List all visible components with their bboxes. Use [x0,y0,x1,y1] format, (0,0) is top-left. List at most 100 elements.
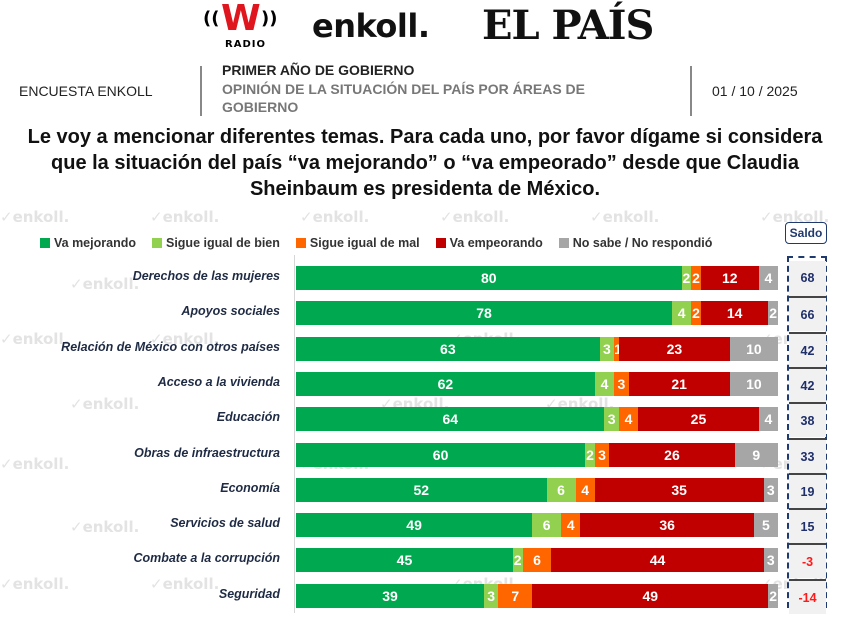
saldo-value: 66 [789,296,826,332]
bar-segment: 2 [768,583,778,608]
watermark: ✓enkoll. [70,275,140,293]
bar-segment: 4 [561,513,581,538]
bar-segment: 4 [671,301,692,326]
bar-segment: 10 [729,371,778,396]
watermark: ✓enkoll. [150,330,220,348]
saldo-value: 42 [789,366,826,402]
legend-item: No sabe / No respondió [558,236,713,250]
watermark: ✓enkoll. [440,208,510,226]
watermark: ✓enkoll. [0,208,70,226]
legend-item: Va mejorando [40,236,136,250]
saldo-value: 19 [789,472,826,508]
bar-segment: 25 [638,407,759,432]
bar-segment: 2 [681,266,692,290]
category-label: Seguridad [218,586,280,601]
bar-segment: 6 [546,477,576,502]
bar-segment: 4 [618,407,639,432]
bar-segment: 14 [700,301,769,326]
watermark: ✓enkoll. [0,455,70,473]
category-label: Acceso a la vivienda [157,374,280,389]
bar-segment: 6 [522,548,552,573]
saldo-value: 68 [789,261,826,296]
saldo-header: Saldo [785,222,827,244]
legend-swatch [295,238,306,248]
bar-segment: 2 [585,442,595,467]
radio-wave-right-icon: )) [261,8,278,29]
legend-swatch [435,238,446,248]
bar-segment: 2 [512,548,523,573]
category-label: Economía [220,480,280,495]
bar-segment: 49 [532,583,769,608]
bar-segment: 62 [296,371,595,396]
bar-segment: 2 [691,301,701,326]
radio-wave-left-icon: (( [203,8,220,29]
bar-segment: 2 [768,301,778,326]
bar-segment: 4 [594,371,615,396]
section-subtitle: OPINIÓN DE LA SITUACIÓN DEL PAÍS POR ÁRE… [222,81,586,115]
bar-segment: 45 [296,548,513,573]
bar-segment: 4 [758,266,778,290]
watermark: ✓enkoll. [70,395,140,413]
legend-swatch [558,238,569,248]
bar-segment: 80 [296,266,682,290]
legend-label: No sabe / No respondió [572,236,713,250]
bar-segment: 39 [296,583,484,608]
saldo-value: 42 [789,331,826,367]
bar-segment: 49 [296,513,533,538]
bar-segment: 64 [296,407,605,432]
bar-segment: 60 [296,442,586,467]
el-pais-logo: EL PAÍS [482,2,654,49]
legend-label: Sigue igual de bien [165,236,280,250]
bar-segment: 1 [614,336,622,361]
bar-segment: 6 [532,513,562,538]
bar-segment: 7 [498,583,533,608]
legend-label: Va mejorando [54,236,136,250]
bar-segment: 9 [734,442,778,467]
bar-segment: 3 [594,442,610,467]
legend-item: Sigue igual de bien [151,236,280,250]
header-divider [200,66,202,116]
watermark: ✓enkoll. [300,208,370,226]
legend-label: Sigue igual de mal [309,236,420,250]
legend-item: Sigue igual de mal [295,236,420,250]
question-title: Le voy a mencionar diferentes temas. Par… [27,126,823,200]
stacked-bar-chart: Derechos de las mujeres 80 2 2 12 4 68 Apoyos s… [0,255,850,615]
bar-segment: 52 [296,477,547,502]
watermark: ✓enkoll. [150,575,220,593]
saldo-value: -3 [789,543,826,579]
bar-segment: 23 [618,336,730,361]
watermark: ✓enkoll. [0,330,70,348]
w-radio-logo: (( W )) RADIO [203,0,283,52]
bar-segment: 3 [763,477,778,502]
legend-item: Va empeorando [435,236,543,250]
bar-segment: 21 [628,371,730,396]
enkoll-logo: enkoll. [312,7,430,45]
category-label: Combate a la corrupción [133,551,280,566]
bar-segment: 3 [604,407,619,432]
bar-segment: 44 [551,548,764,573]
watermark: ✓enkoll. [590,208,660,226]
category-label: Servicios de salud [170,516,280,531]
legend-label: Va empeorando [449,236,543,250]
bar-segment: 3 [614,371,629,396]
bar-segment: 35 [594,477,764,502]
bar-segment: 78 [296,301,672,326]
bar-segment: 5 [753,513,778,538]
w-radio-mark: W [221,0,261,39]
survey-date: 01 / 10 / 2025 [712,83,798,99]
bar-segment: 4 [575,477,595,502]
bar-segment: 10 [729,336,778,361]
category-label: Relación de México con otros países [61,339,280,354]
section-title: PRIMER AÑO DE GOBIERNO [222,62,415,78]
w-radio-sub: RADIO [225,39,266,50]
watermark: ✓enkoll. [760,208,830,226]
bar-segment: 4 [758,407,778,432]
saldo-value: 15 [789,508,826,544]
saldo-value: -14 [789,578,826,614]
saldo-value: 33 [789,437,826,473]
watermark: ✓enkoll. [70,518,140,536]
legend-swatch [151,238,162,248]
category-label: Derechos de las mujeres [132,269,280,283]
bar-segment: 12 [700,266,759,290]
bar-segment: 3 [483,583,499,608]
